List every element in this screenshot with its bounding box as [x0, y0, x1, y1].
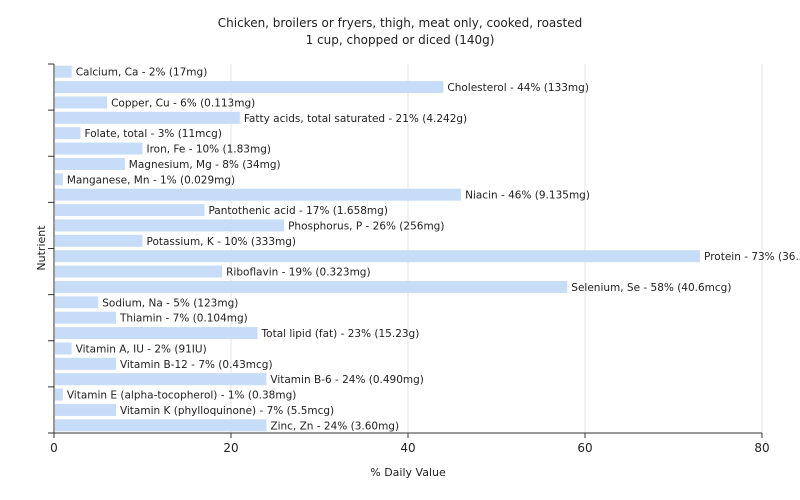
bar-15	[55, 296, 99, 309]
bar-5	[55, 142, 143, 155]
bar-11	[55, 234, 143, 247]
bar-label-9: Pantothenic acid - 17% (1.658mg)	[208, 205, 387, 217]
bar-label-16: Thiamin - 7% (0.104mg)	[119, 313, 248, 325]
bar-label-23: Zinc, Zn - 24% (3.60mg)	[270, 420, 399, 432]
bar-label-2: Copper, Cu - 6% (0.113mg)	[111, 97, 255, 109]
chart-title: Chicken, broilers or fryers, thigh, meat…	[218, 16, 583, 30]
bar-label-18: Vitamin A, IU - 2% (91IU)	[76, 343, 207, 355]
bar-label-6: Magnesium, Mg - 8% (34mg)	[129, 159, 281, 171]
bar-label-19: Vitamin B-12 - 7% (0.43mcg)	[120, 359, 273, 371]
bar-label-21: Vitamin E (alpha-tocopherol) - 1% (0.38m…	[67, 390, 297, 402]
bar-21	[55, 388, 63, 401]
bars-group: Calcium, Ca - 2% (17mg) Cholesterol - 44%…	[55, 65, 800, 432]
bar-19	[55, 357, 116, 370]
x-tick-label-4: 80	[754, 441, 769, 455]
bar-label-10: Phosphorus, P - 26% (256mg)	[288, 220, 444, 232]
x-axis-label: % Daily Value	[370, 466, 446, 479]
grid-lines	[230, 64, 763, 433]
bar-7	[55, 173, 63, 186]
bar-10	[55, 219, 285, 232]
bar-label-20: Vitamin B-6 - 24% (0.490mg)	[270, 374, 424, 386]
bar-23	[55, 419, 267, 432]
bar-18	[55, 342, 72, 355]
bar-3	[55, 111, 240, 124]
bar-label-22: Vitamin K (phylloquinone) - 7% (5.5mcg)	[120, 405, 334, 417]
bar-12	[55, 250, 701, 263]
bar-label-14: Selenium, Se - 58% (40.6mcg)	[571, 282, 731, 294]
bar-16	[55, 311, 116, 324]
bar-label-12: Protein - 73% (36.32g)	[704, 251, 800, 263]
bar-label-13: Riboflavin - 19% (0.323mg)	[226, 267, 370, 279]
bar-label-15: Sodium, Na - 5% (123mg)	[102, 297, 238, 309]
bar-13	[55, 265, 223, 278]
x-tick-label-0: 0	[50, 441, 58, 455]
bar-label-3: Fatty acids, total saturated - 21% (4.24…	[244, 113, 467, 125]
bar-20	[55, 373, 267, 386]
bar-6	[55, 157, 125, 170]
bar-label-5: Iron, Fe - 10% (1.83mg)	[147, 144, 271, 156]
bar-label-0: Calcium, Ca - 2% (17mg)	[76, 67, 208, 79]
bar-label-8: Niacin - 46% (9.135mg)	[465, 190, 590, 202]
x-tick-label-2: 40	[400, 441, 415, 455]
bar-4	[55, 127, 81, 140]
bar-22	[55, 403, 116, 416]
x-tick-label-1: 20	[223, 441, 238, 455]
bar-14	[55, 280, 568, 293]
bar-label-1: Cholesterol - 44% (133mg)	[447, 82, 589, 94]
axes-group: 0 20 40 60 80	[48, 63, 770, 455]
bar-label-17: Total lipid (fat) - 23% (15.23g)	[261, 328, 420, 340]
bar-17	[55, 327, 258, 340]
x-tick-label-3: 60	[577, 441, 592, 455]
bar-8	[55, 188, 462, 201]
bar-2	[55, 96, 108, 109]
chart-subtitle: 1 cup, chopped or diced (140g)	[306, 33, 495, 47]
bar-0	[55, 65, 72, 78]
y-axis-label: Nutrient	[35, 225, 48, 271]
bar-9	[55, 204, 205, 217]
bar-label-4: Folate, total - 3% (11mcg)	[85, 128, 222, 140]
bar-label-7: Manganese, Mn - 1% (0.029mg)	[67, 174, 235, 186]
bar-1	[55, 81, 444, 94]
bar-label-11: Potassium, K - 10% (333mg)	[147, 236, 297, 248]
